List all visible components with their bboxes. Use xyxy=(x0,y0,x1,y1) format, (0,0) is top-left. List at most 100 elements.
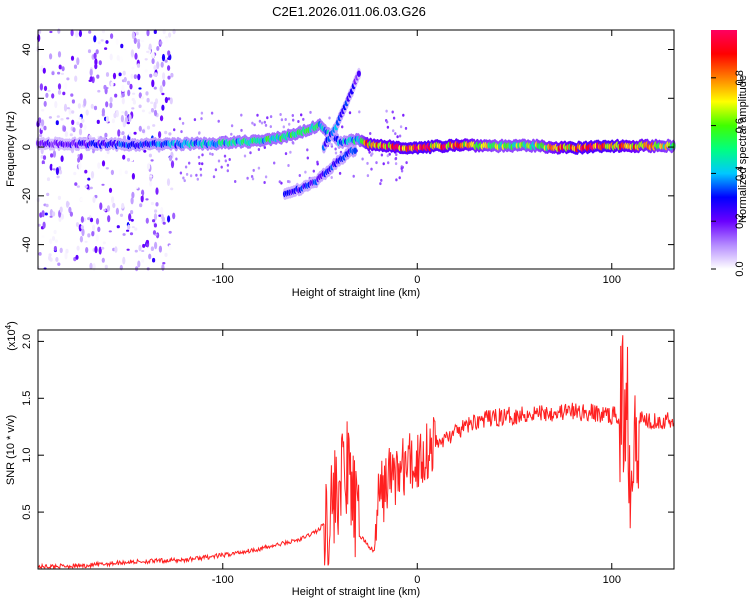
spectrogram-noise-cell xyxy=(140,194,144,203)
spectrogram-noise-cell xyxy=(149,175,153,178)
spectrogram-noise-cell xyxy=(100,39,104,42)
spectrogram-noise-cell xyxy=(66,107,70,110)
spectrogram-noise-cell xyxy=(145,91,149,96)
snr-y-label: SNR (10 * v/v) xyxy=(5,415,17,485)
spectrogram-noise-cell xyxy=(51,71,55,76)
spectrogram-noise-cell xyxy=(120,43,124,49)
spectrogram-noise-cell xyxy=(105,101,109,108)
spectrogram-noise-cell xyxy=(38,117,42,124)
spectrogram-noise-cell xyxy=(246,176,249,180)
spectrogram-noise-cell xyxy=(40,65,44,72)
spectrogram-noise-cell xyxy=(71,99,75,104)
spectrogram-noise-cell xyxy=(80,225,84,230)
spectrogram-noise-cell xyxy=(201,162,204,166)
spectrogram-noise-cell xyxy=(61,66,65,72)
spectrogram-noise-cell xyxy=(157,93,161,96)
spectrogram-noise-cell xyxy=(96,119,100,124)
spectrogram-noise-cell xyxy=(167,50,171,56)
spectrogram-noise-cell xyxy=(297,120,300,123)
spectrogram-noise-cell xyxy=(161,92,165,96)
spectrogram-noise-cell xyxy=(379,182,382,186)
spectrogram-noise-cell xyxy=(141,250,145,252)
spectrogram-noise-cell xyxy=(150,159,154,162)
spectrogram-noise-cell xyxy=(279,113,282,116)
spectrogram-noise-cell xyxy=(385,109,388,113)
spectrogram-noise-cell xyxy=(162,262,166,265)
spectrogram-noise-cell xyxy=(234,180,237,183)
spectrogram-noise-cell xyxy=(170,72,174,78)
spectrogram-noise-cell xyxy=(193,118,197,122)
spectrogram-noise-cell xyxy=(59,247,63,253)
spectrogram-noise-cell xyxy=(54,101,58,109)
spectrogram-noise-cell xyxy=(79,235,83,243)
spectrogram-noise-cell xyxy=(226,163,230,167)
spectrogram-noise-cell xyxy=(404,126,408,130)
spectrogram-noise-cell xyxy=(146,97,150,103)
spectrogram-noise-cell xyxy=(139,194,143,197)
spectrogram-noise-cell xyxy=(269,125,272,129)
spectrogram-noise-cell xyxy=(398,134,402,138)
spectrogram-noise-cell xyxy=(128,131,132,137)
spectrogram-noise-cell xyxy=(200,117,203,121)
spectrogram-noise-cell xyxy=(284,152,288,156)
colorbar-gradient xyxy=(711,30,737,269)
spectrogram-noise-cell xyxy=(217,159,221,163)
spectrogram-noise-cell xyxy=(41,108,45,112)
spectrogram-noise-cell xyxy=(55,120,59,126)
spectrogram-noise-cell xyxy=(114,246,118,253)
spectrogram-noise-cell xyxy=(128,114,132,123)
spectrogram-noise-cell xyxy=(197,155,201,159)
spectrogram-noise-cell xyxy=(400,167,403,170)
spectrogram-noise-cell xyxy=(64,252,68,260)
spectrogram-noise-cell xyxy=(168,32,172,38)
spectrogram-noise-cell xyxy=(103,209,107,212)
spectrogram-noise-cell xyxy=(253,123,256,127)
spectrogram-noise-cell xyxy=(126,121,130,125)
spectrogram-noise-cell xyxy=(180,130,183,134)
spectrogram-noise-cell xyxy=(97,226,101,232)
spectrogram-noise-cell xyxy=(58,216,62,223)
spectrogram-y-label: Frequency (Hz) xyxy=(5,111,17,187)
spectrogram-noise-cell xyxy=(42,155,47,160)
spectrogram-noise-cell xyxy=(90,103,94,109)
colorbar-label: Normalized spectral amplitude xyxy=(737,75,749,223)
spectrogram-noise-cell xyxy=(39,83,44,91)
spectrogram-noise-cell xyxy=(118,72,122,77)
spectrogram-noise-cell xyxy=(148,153,152,158)
spectrogram-noise-cell xyxy=(104,47,108,50)
spectrogram-noise-cell xyxy=(341,125,344,129)
spectrogram-noise-cell xyxy=(49,215,53,218)
spectrogram-noise-cell xyxy=(139,203,143,208)
spectrogram-noise-cell xyxy=(286,180,290,183)
spectrogram-noise-cell xyxy=(109,96,113,103)
spectrogram-noise-cell xyxy=(104,264,108,269)
spectrogram-noise-cell xyxy=(89,186,93,190)
spectrogram-noise-cell xyxy=(59,206,63,213)
spectrogram-noise-cell xyxy=(121,202,125,209)
spectrogram-noise-cell xyxy=(53,229,57,235)
spectrogram-noise-cell xyxy=(46,177,51,182)
spectrogram-noise-cell xyxy=(168,230,172,234)
spectrogram-noise-cell xyxy=(140,96,145,100)
spectrogram-noise-cell xyxy=(43,85,48,91)
colorbar: 0.0 0.2 0.4 0.6 0.8 Normalized spectral ampl… xyxy=(711,30,749,277)
spectrogram-noise-cell xyxy=(85,247,89,254)
spectrogram-y-tick-label: 20 xyxy=(21,92,33,104)
spectrogram-noise-cell xyxy=(154,72,158,77)
spectrogram-noise-cell xyxy=(64,82,68,90)
spectrogram-noise-cell xyxy=(53,245,58,252)
spectrogram-noise-cell xyxy=(52,150,57,158)
spectrogram-noise-cell xyxy=(78,161,82,170)
spectrogram-noise-cell xyxy=(136,39,141,43)
spectrogram-noise-cell xyxy=(306,148,309,152)
spectrogram-noise-cell xyxy=(358,110,361,114)
spectrogram-noise-cell xyxy=(164,252,168,257)
spectrogram-noise-cell xyxy=(189,174,193,178)
spectrogram-noise-cell xyxy=(64,131,68,138)
colorbar-tick-label: 0.8 xyxy=(734,70,746,85)
spectrogram-noise-cell xyxy=(179,171,183,175)
spectrogram-noise-cell xyxy=(396,135,399,139)
spectrogram-noise-cell xyxy=(41,119,45,127)
spectrogram-noise-cell xyxy=(122,154,126,160)
